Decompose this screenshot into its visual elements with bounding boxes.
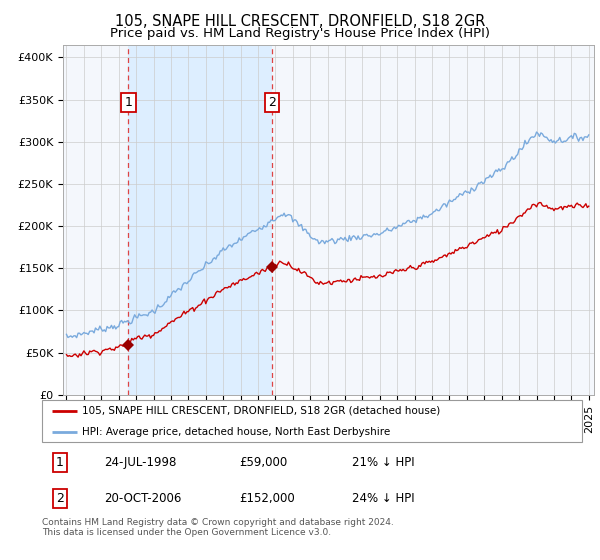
Text: HPI: Average price, detached house, North East Derbyshire: HPI: Average price, detached house, Nort… <box>83 427 391 437</box>
Text: 2: 2 <box>56 492 64 505</box>
Text: 24-JUL-1998: 24-JUL-1998 <box>104 456 176 469</box>
Text: 105, SNAPE HILL CRESCENT, DRONFIELD, S18 2GR: 105, SNAPE HILL CRESCENT, DRONFIELD, S18… <box>115 14 485 29</box>
Text: 21% ↓ HPI: 21% ↓ HPI <box>353 456 415 469</box>
Text: 1: 1 <box>125 96 133 109</box>
Text: 20-OCT-2006: 20-OCT-2006 <box>104 492 181 505</box>
Text: 2: 2 <box>268 96 276 109</box>
Text: £152,000: £152,000 <box>239 492 295 505</box>
Bar <box>128 45 272 395</box>
Text: £59,000: £59,000 <box>239 456 287 469</box>
Text: Price paid vs. HM Land Registry's House Price Index (HPI): Price paid vs. HM Land Registry's House … <box>110 27 490 40</box>
Text: 105, SNAPE HILL CRESCENT, DRONFIELD, S18 2GR (detached house): 105, SNAPE HILL CRESCENT, DRONFIELD, S18… <box>83 406 441 416</box>
Text: Contains HM Land Registry data © Crown copyright and database right 2024.
This d: Contains HM Land Registry data © Crown c… <box>42 518 394 538</box>
Text: 1: 1 <box>56 456 64 469</box>
Text: 24% ↓ HPI: 24% ↓ HPI <box>353 492 415 505</box>
